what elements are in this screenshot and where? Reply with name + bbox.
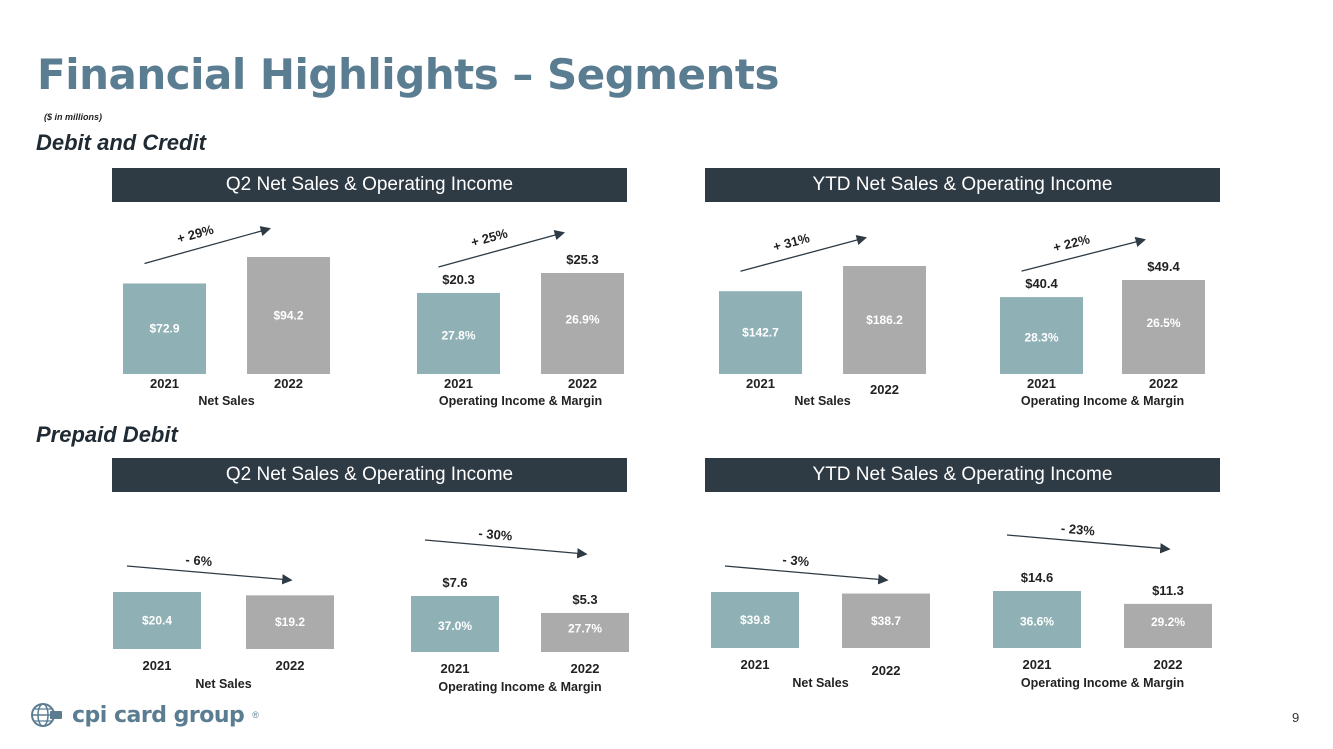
tick-label: 2021 — [150, 376, 179, 391]
bar-2022 — [842, 593, 930, 648]
margin-label: 29.2% — [1151, 615, 1185, 629]
xlabel: Operating Income & Margin — [1021, 394, 1184, 408]
change-label: + 25% — [469, 225, 509, 249]
bar-2021 — [113, 592, 201, 649]
bar-2022 — [541, 273, 624, 374]
tick-label: 2021 — [746, 376, 775, 391]
value-label: $40.4 — [1025, 276, 1058, 291]
margin-label: 27.8% — [441, 328, 475, 342]
change-arrow — [126, 565, 293, 585]
bar-2022 — [247, 257, 330, 374]
value-label: $11.3 — [1152, 583, 1184, 598]
value-label: $38.7 — [871, 614, 901, 628]
bar-2021 — [123, 283, 206, 374]
value-label: $5.3 — [572, 592, 597, 607]
xlabel: Operating Income & Margin — [439, 394, 602, 408]
bar-2022 — [843, 266, 926, 374]
tick-label: 2021 — [1027, 376, 1056, 391]
tick-label: 2022 — [274, 376, 303, 391]
change-label: + 29% — [175, 222, 215, 247]
margin-label: 28.3% — [1024, 331, 1058, 345]
section-title-prepaid-debit: Prepaid Debit — [36, 422, 178, 447]
bar-2021 — [711, 592, 799, 648]
tick-label: 2021 — [143, 658, 172, 673]
tick-label: 2021 — [444, 376, 473, 391]
value-label: $20.3 — [442, 272, 475, 287]
bar-2022 — [541, 612, 629, 652]
banner-prepaid-q2: Q2 Net Sales & Operating Income — [112, 458, 627, 492]
change-label: - 6% — [185, 552, 213, 569]
value-label: $19.2 — [275, 615, 305, 629]
xlabel: Net Sales — [198, 394, 254, 408]
change-arrow — [1006, 534, 1171, 554]
value-label: $186.2 — [866, 313, 903, 327]
bar-2021 — [719, 291, 802, 374]
banner-debit-credit-ytd: YTD Net Sales & Operating Income — [705, 168, 1220, 202]
margin-label: 26.5% — [1146, 316, 1180, 330]
change-label: - 30% — [478, 526, 514, 544]
change-arrow — [424, 539, 588, 559]
change-label: - 23% — [1060, 521, 1096, 539]
xlabel: Net Sales — [195, 677, 251, 691]
xlabel: Net Sales — [792, 676, 848, 690]
logo-registered-mark: ® — [252, 710, 259, 720]
value-label: $142.7 — [742, 326, 779, 340]
banner-debit-credit-q2: Q2 Net Sales & Operating Income — [112, 168, 627, 202]
page-number: 9 — [1292, 710, 1300, 725]
value-label: $39.8 — [740, 613, 770, 627]
xlabel: Operating Income & Margin — [438, 680, 601, 694]
units-note: ($ in millions) — [44, 112, 103, 122]
bar-2022 — [1122, 280, 1205, 374]
bar-2021 — [1000, 297, 1083, 374]
banner-prepaid-ytd: YTD Net Sales & Operating Income — [705, 458, 1220, 492]
change-arrow — [724, 565, 889, 585]
value-label: $25.3 — [566, 252, 599, 267]
value-label: $14.6 — [1021, 570, 1054, 585]
xlabel: Net Sales — [794, 394, 850, 408]
tick-label: 2022 — [872, 663, 901, 678]
tick-label: 2022 — [276, 658, 305, 673]
change-arrow — [740, 234, 868, 272]
change-label: + 22% — [1051, 231, 1091, 255]
change-label: + 31% — [771, 230, 811, 254]
bar-2021 — [411, 596, 499, 652]
xlabel: Operating Income & Margin — [1021, 676, 1184, 690]
tick-label: 2021 — [441, 661, 470, 676]
value-label: $94.2 — [273, 309, 303, 323]
globe-icon — [31, 703, 62, 727]
section-title-debit-credit: Debit and Credit — [36, 130, 206, 155]
change-label: - 3% — [782, 552, 810, 569]
tick-label: 2021 — [741, 657, 770, 672]
change-arrow — [1021, 236, 1147, 272]
margin-label: 36.6% — [1020, 615, 1054, 629]
bar-2021 — [417, 292, 500, 374]
tick-label: 2021 — [1023, 657, 1052, 672]
tick-label: 2022 — [571, 661, 600, 676]
change-arrow — [438, 230, 566, 268]
value-label: $49.4 — [1147, 259, 1180, 274]
logo-text: cpi card group — [72, 702, 245, 728]
value-label: $72.9 — [149, 322, 179, 336]
bar-2022 — [1124, 603, 1212, 648]
bar-2021 — [993, 591, 1081, 648]
tick-label: 2022 — [1149, 376, 1178, 391]
slide-title: Financial Highlights – Segments — [37, 50, 780, 99]
change-arrow — [144, 226, 272, 265]
margin-label: 27.7% — [568, 621, 602, 635]
bar-2022 — [246, 595, 334, 649]
tick-label: 2022 — [1154, 657, 1183, 672]
margin-label: 26.9% — [565, 313, 599, 327]
tick-label: 2022 — [870, 382, 899, 397]
tick-label: 2022 — [568, 376, 597, 391]
margin-label: 37.0% — [438, 619, 472, 633]
value-label: $7.6 — [442, 575, 467, 590]
value-label: $20.4 — [142, 614, 172, 628]
company-logo: cpi card group ® — [30, 702, 259, 728]
